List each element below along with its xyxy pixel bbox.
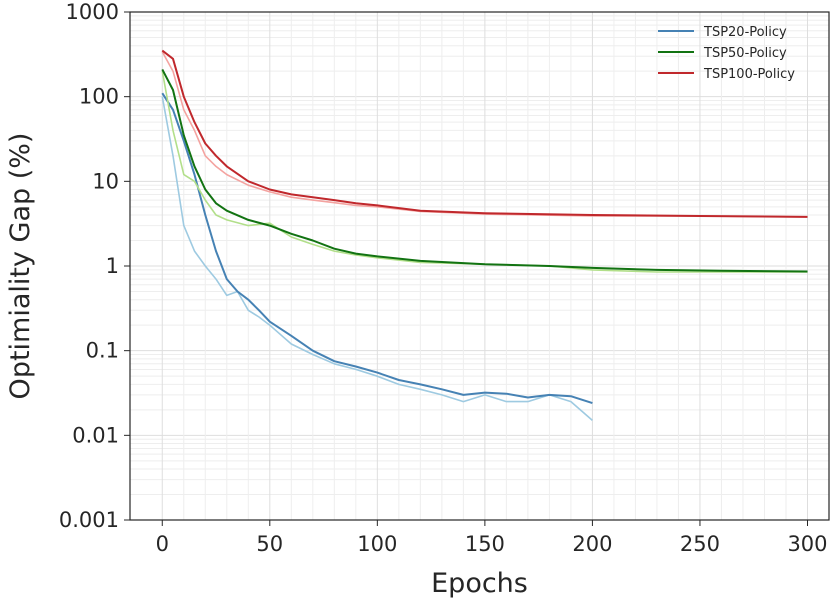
series-line-tsp20-policy [161, 92, 593, 405]
legend-label: TSP100-Policy [703, 67, 795, 82]
x-tick-label: 0 [156, 532, 169, 556]
x-tick-label: 150 [465, 532, 505, 556]
y-tick-label: 100 [79, 85, 119, 109]
y-tick-label: 0.001 [59, 508, 119, 532]
series-raw-tsp50-policy [161, 71, 808, 273]
series-layer [161, 49, 808, 422]
series-raw-tsp20-policy [161, 96, 593, 422]
x-tick-label: 50 [256, 532, 283, 556]
y-tick-label: 10 [92, 169, 119, 193]
legend-label: TSP20-Policy [703, 25, 787, 40]
y-tick-label: 1 [106, 254, 119, 278]
y-tick-label: 0.1 [86, 339, 119, 363]
series-line-tsp50-policy [161, 68, 808, 273]
y-axis-ticks: 0.001 0.01 0.1 1 10 100 1000 [59, 0, 130, 532]
series-line-tsp100-policy [161, 49, 808, 218]
y-axis-title: Optimiality Gap (%) [5, 133, 36, 400]
x-tick-label: 300 [787, 532, 827, 556]
y-tick-label: 0.01 [72, 423, 119, 447]
x-tick-label: 100 [357, 532, 397, 556]
y-tick-label: 1000 [66, 0, 119, 24]
legend-label: TSP50-Policy [703, 46, 787, 61]
x-axis-title: Epochs [431, 568, 528, 599]
x-tick-label: 200 [572, 532, 612, 556]
x-tick-label: 250 [680, 532, 720, 556]
grid [130, 12, 829, 521]
legend: TSP20-Policy TSP50-Policy TSP100-Policy [658, 25, 795, 82]
x-axis-ticks: 0 50 100 150 200 250 300 [156, 520, 828, 556]
